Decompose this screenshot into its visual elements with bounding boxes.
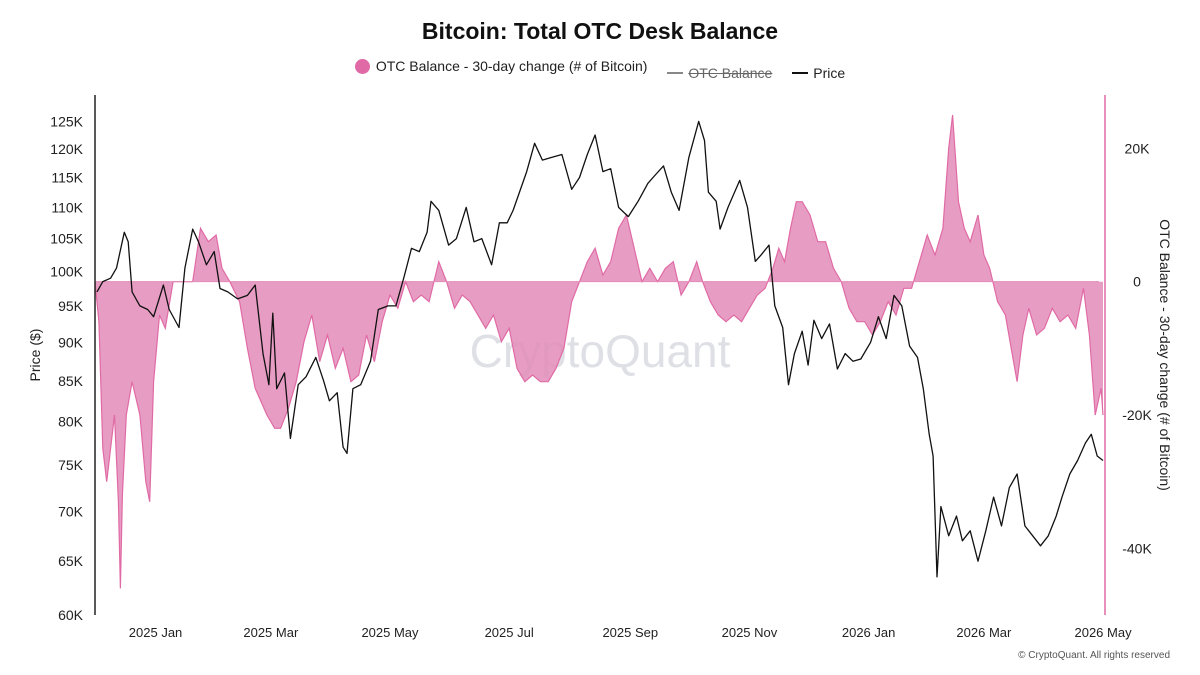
left-axis-tick-label: 85K (58, 373, 84, 389)
left-axis-tick-label: 95K (58, 298, 84, 314)
x-axis-tick-label: 2025 Sep (602, 625, 658, 640)
legend-label: OTC Balance - 30-day change (# of Bitcoi… (375, 58, 648, 74)
otc-change-area (95, 115, 1103, 589)
legend-label: OTC Balance (688, 64, 773, 81)
left-axis-tick-label: 75K (58, 457, 84, 473)
legend: OTC Balance - 30-day change (# of Bitcoi… (0, 58, 1200, 81)
x-axis-tick-label: 2025 Jul (485, 625, 534, 640)
copyright-notice: © CryptoQuant. All rights reserved (1018, 650, 1170, 661)
left-axis-tick-label: 115K (51, 169, 83, 185)
legend-marker-line (792, 71, 809, 74)
left-axis-tick-label: 90K (58, 334, 84, 350)
right-axis-tick-label: 0 (1133, 274, 1141, 290)
legend-item-otc-balance[interactable]: OTC Balance (667, 65, 772, 81)
legend-marker-dot (354, 58, 370, 74)
left-axis-tick-label: 80K (58, 414, 84, 430)
x-axis-tick-label: 2025 Jan (129, 625, 183, 640)
x-axis-tick-label: 2026 Jan (842, 625, 896, 640)
left-axis-tick-label: 105K (50, 231, 83, 247)
right-axis-label: OTC Balance - 30-day change (# of Bitcoi… (1157, 219, 1173, 491)
x-axis-tick-label: 2025 May (361, 625, 419, 640)
left-axis-tick-label: 60K (58, 607, 84, 623)
left-axis-tick-label: 110K (51, 199, 83, 215)
price-line (96, 120, 1104, 578)
right-axis-tick-label: -20K (1122, 407, 1152, 423)
right-axis-tick-label: 20K (1125, 140, 1151, 156)
right-axis-tick-label: -40K (1122, 540, 1152, 556)
x-axis-tick-label: 2025 Mar (243, 625, 299, 640)
x-axis-tick-label: 2026 May (1074, 625, 1132, 640)
x-axis-tick-label: 2026 Mar (956, 625, 1012, 640)
left-axis-tick-label: 125K (50, 113, 83, 129)
otc-change-line (94, 114, 1104, 589)
legend-label: Price (813, 64, 846, 81)
left-axis-label: Price ($) (27, 329, 43, 382)
left-axis-tick-label: 70K (58, 503, 84, 519)
x-axis-tick-label: 2025 Nov (722, 625, 778, 640)
chart-title: Bitcoin: Total OTC Desk Balance (421, 18, 779, 44)
legend-item-price[interactable]: Price (792, 65, 845, 81)
left-axis-tick-label: 120K (50, 141, 83, 157)
legend-item-otc-change[interactable]: OTC Balance - 30-day change (# of Bitcoi… (354, 58, 648, 74)
legend-marker-line (667, 71, 684, 74)
watermark: CryptoQuant (470, 325, 731, 377)
left-axis-tick-label: 65K (58, 553, 84, 569)
left-axis-tick-label: 100K (50, 263, 83, 279)
